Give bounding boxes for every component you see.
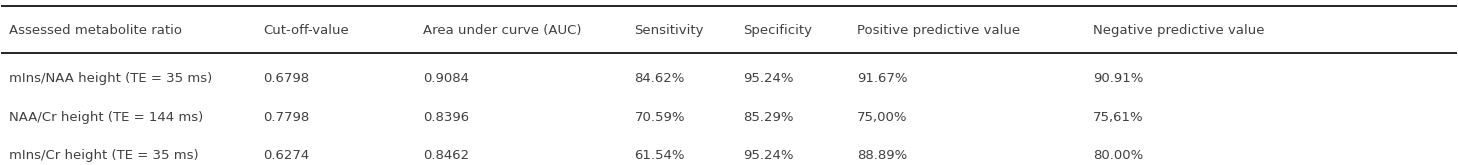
Text: 90.91%: 90.91%: [1094, 72, 1143, 85]
Text: Cut-off-value: Cut-off-value: [264, 24, 348, 37]
Text: Positive predictive value: Positive predictive value: [857, 24, 1021, 37]
Text: 0.7798: 0.7798: [264, 111, 309, 124]
Text: Area under curve (AUC): Area under curve (AUC): [423, 24, 582, 37]
Text: 75,61%: 75,61%: [1094, 111, 1143, 124]
Text: 0.8396: 0.8396: [423, 111, 469, 124]
Text: 61.54%: 61.54%: [634, 149, 685, 162]
Text: 95.24%: 95.24%: [744, 149, 795, 162]
Text: Specificity: Specificity: [744, 24, 812, 37]
Text: 70.59%: 70.59%: [634, 111, 685, 124]
Text: mIns/NAA height (TE = 35 ms): mIns/NAA height (TE = 35 ms): [9, 72, 211, 85]
Text: 0.6798: 0.6798: [264, 72, 309, 85]
Text: 0.6274: 0.6274: [264, 149, 309, 162]
Text: Assessed metabolite ratio: Assessed metabolite ratio: [9, 24, 182, 37]
Text: 95.24%: 95.24%: [744, 72, 795, 85]
Text: 75,00%: 75,00%: [857, 111, 907, 124]
Text: Sensitivity: Sensitivity: [634, 24, 704, 37]
Text: mIns/Cr height (TE = 35 ms): mIns/Cr height (TE = 35 ms): [9, 149, 198, 162]
Text: 0.9084: 0.9084: [423, 72, 469, 85]
Text: 0.8462: 0.8462: [423, 149, 469, 162]
Text: NAA/Cr height (TE = 144 ms): NAA/Cr height (TE = 144 ms): [9, 111, 203, 124]
Text: 85.29%: 85.29%: [744, 111, 795, 124]
Text: 88.89%: 88.89%: [857, 149, 907, 162]
Text: 91.67%: 91.67%: [857, 72, 907, 85]
Text: 80.00%: 80.00%: [1094, 149, 1143, 162]
Text: Negative predictive value: Negative predictive value: [1094, 24, 1264, 37]
Text: 84.62%: 84.62%: [634, 72, 685, 85]
